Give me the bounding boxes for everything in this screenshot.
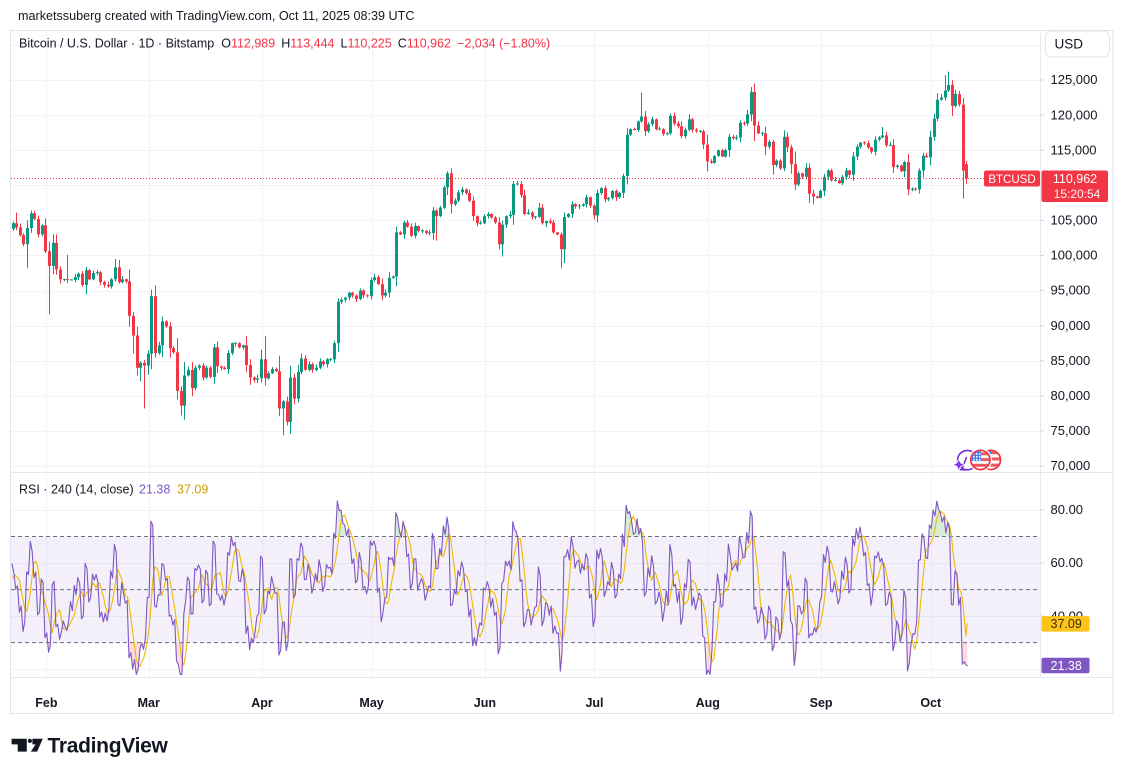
- svg-text:80.00: 80.00: [1051, 502, 1084, 517]
- svg-text:90,000: 90,000: [1051, 318, 1091, 333]
- svg-text:75,000: 75,000: [1051, 423, 1091, 438]
- svg-text:Jun: Jun: [474, 696, 496, 710]
- svg-text:110,962: 110,962: [1053, 172, 1097, 186]
- svg-text:115,000: 115,000: [1051, 142, 1097, 157]
- svg-text:120,000: 120,000: [1051, 107, 1098, 122]
- svg-text:USD: USD: [1055, 36, 1084, 51]
- svg-text:21.38: 21.38: [1051, 659, 1082, 673]
- svg-text:Feb: Feb: [35, 696, 58, 710]
- svg-text:125,000: 125,000: [1051, 72, 1098, 87]
- svg-text:Sep: Sep: [810, 696, 833, 710]
- svg-text:85,000: 85,000: [1051, 353, 1091, 368]
- svg-text:95,000: 95,000: [1051, 283, 1091, 298]
- svg-text:marketssuberg created with Tra: marketssuberg created with TradingView.c…: [18, 9, 414, 23]
- svg-text:37.09: 37.09: [1051, 617, 1082, 631]
- svg-text:105,000: 105,000: [1051, 213, 1098, 228]
- svg-text:Aug: Aug: [696, 696, 720, 710]
- svg-text:RSI · 240 (14, close): RSI · 240 (14, close): [19, 483, 134, 497]
- svg-text:BTCUSD: BTCUSD: [988, 174, 1035, 186]
- svg-text:Apr: Apr: [251, 696, 273, 710]
- svg-text:Bitcoin / U.S. Dollar · 1D · B: Bitcoin / U.S. Dollar · 1D · Bitstamp O11…: [19, 37, 550, 51]
- svg-text:70,000: 70,000: [1051, 458, 1091, 473]
- svg-text:15:20:54: 15:20:54: [1054, 187, 1101, 201]
- svg-text:37.09: 37.09: [177, 483, 208, 497]
- svg-text:Oct: Oct: [920, 696, 942, 710]
- svg-text:Jul: Jul: [585, 696, 603, 710]
- svg-text:80,000: 80,000: [1051, 388, 1091, 403]
- svg-text:May: May: [359, 696, 383, 710]
- svg-text:21.38: 21.38: [139, 483, 170, 497]
- svg-text:Mar: Mar: [138, 696, 160, 710]
- svg-text:TradingView: TradingView: [48, 735, 169, 758]
- svg-text:100,000: 100,000: [1051, 248, 1098, 263]
- svg-text:60.00: 60.00: [1051, 555, 1084, 570]
